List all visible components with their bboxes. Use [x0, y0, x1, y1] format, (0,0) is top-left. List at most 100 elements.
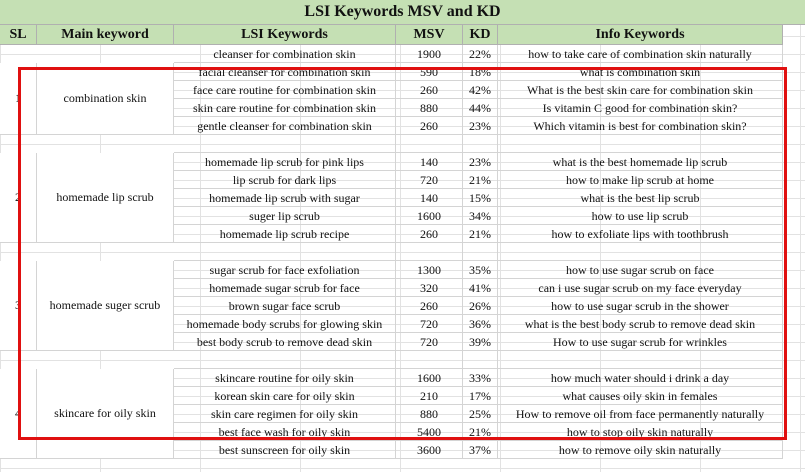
cell-info[interactable]: what causes oily skin in females [498, 387, 783, 405]
cell-info[interactable]: what is the best body scrub to remove de… [498, 315, 783, 333]
cell-info[interactable]: How to remove oil from face permanently … [498, 405, 783, 423]
cell-msv[interactable] [396, 135, 463, 153]
cell-kd[interactable] [463, 135, 498, 153]
cell-kd[interactable]: 37% [463, 441, 498, 459]
cell-info[interactable]: how to take care of combination skin nat… [498, 45, 783, 63]
cell-lsi[interactable]: homemade lip scrub for pink lips [174, 153, 396, 171]
cell-info[interactable]: How to use sugar scrub for wrinkles [498, 333, 783, 351]
cell-kd[interactable]: 36% [463, 315, 498, 333]
cell-info[interactable]: what is the best homemade lip scrub [498, 153, 783, 171]
cell-info[interactable] [498, 351, 783, 369]
header-sl[interactable]: SL [0, 25, 37, 45]
cell-lsi[interactable] [174, 243, 396, 261]
cell-lsi[interactable]: brown sugar face scrub [174, 297, 396, 315]
cell-msv[interactable]: 260 [396, 225, 463, 243]
cell-kd[interactable]: 42% [463, 81, 498, 99]
cell-kd[interactable]: 21% [463, 423, 498, 441]
cell-kd[interactable]: 17% [463, 387, 498, 405]
cell-kd[interactable]: 15% [463, 189, 498, 207]
cell-msv[interactable] [396, 351, 463, 369]
cell-info[interactable]: how to make lip scrub at home [498, 171, 783, 189]
cell-msv[interactable]: 140 [396, 189, 463, 207]
cell-info[interactable]: how to use sugar scrub on face [498, 261, 783, 279]
cell-lsi[interactable] [174, 351, 396, 369]
cell-kd[interactable]: 34% [463, 207, 498, 225]
cell-lsi[interactable]: best body scrub to remove dead skin [174, 333, 396, 351]
cell-lsi[interactable]: homemade lip scrub with sugar [174, 189, 396, 207]
cell-sl[interactable]: 2 [0, 153, 37, 243]
cell-info[interactable]: Is vitamin C good for combination skin? [498, 99, 783, 117]
cell-kd[interactable]: 26% [463, 297, 498, 315]
cell-msv[interactable]: 590 [396, 63, 463, 81]
header-lsi-keywords[interactable]: LSI Keywords [174, 25, 396, 45]
cell-lsi[interactable]: homemade lip scrub recipe [174, 225, 396, 243]
cell-kd[interactable]: 22% [463, 45, 498, 63]
cell-lsi[interactable]: skin care regimen for oily skin [174, 405, 396, 423]
cell-info[interactable]: What is the best skin care for combinati… [498, 81, 783, 99]
cell-kd[interactable]: 33% [463, 369, 498, 387]
cell-kd[interactable]: 21% [463, 171, 498, 189]
cell-msv[interactable]: 140 [396, 153, 463, 171]
header-main-keyword[interactable]: Main keyword [37, 25, 174, 45]
cell-lsi[interactable]: skin care routine for combination skin [174, 99, 396, 117]
header-msv[interactable]: MSV [396, 25, 463, 45]
cell-msv[interactable]: 880 [396, 405, 463, 423]
cell-msv[interactable]: 1600 [396, 369, 463, 387]
cell-info[interactable]: how to exfoliate lips with toothbrush [498, 225, 783, 243]
cell-sl[interactable]: 3 [0, 261, 37, 351]
cell-info[interactable]: what is the best lip scrub [498, 189, 783, 207]
cell-lsi[interactable]: homemade sugar scrub for face [174, 279, 396, 297]
cell-main-keyword[interactable]: skincare for oily skin [37, 369, 174, 459]
cell-msv[interactable]: 260 [396, 297, 463, 315]
cell-msv[interactable]: 260 [396, 81, 463, 99]
cell-msv[interactable] [396, 243, 463, 261]
cell-msv[interactable]: 720 [396, 315, 463, 333]
cell-kd[interactable]: 35% [463, 261, 498, 279]
cell-kd[interactable]: 21% [463, 225, 498, 243]
header-kd[interactable]: KD [463, 25, 498, 45]
cell-info[interactable]: what is combination skin [498, 63, 783, 81]
cell-info[interactable]: how to remove oily skin naturally [498, 441, 783, 459]
cell-sl[interactable]: 1 [0, 63, 37, 135]
cell-kd[interactable]: 39% [463, 333, 498, 351]
cell-lsi[interactable]: homemade body scrubs for glowing skin [174, 315, 396, 333]
cell-kd[interactable]: 41% [463, 279, 498, 297]
cell-lsi[interactable]: facial cleanser for combination skin [174, 63, 396, 81]
cell-kd[interactable]: 25% [463, 405, 498, 423]
cell-info[interactable]: Which vitamin is best for combination sk… [498, 117, 783, 135]
cell-msv[interactable]: 5400 [396, 423, 463, 441]
cell-lsi[interactable]: best face wash for oily skin [174, 423, 396, 441]
cell-msv[interactable]: 1600 [396, 207, 463, 225]
cell-msv[interactable]: 1300 [396, 261, 463, 279]
cell-lsi[interactable]: skincare routine for oily skin [174, 369, 396, 387]
cell-msv[interactable]: 320 [396, 279, 463, 297]
cell-info[interactable]: how to stop oily skin naturally [498, 423, 783, 441]
cell-lsi[interactable]: lip scrub for dark lips [174, 171, 396, 189]
cell-lsi[interactable]: best sunscreen for oily skin [174, 441, 396, 459]
cell-lsi[interactable]: suger lip scrub [174, 207, 396, 225]
cell-kd[interactable]: 44% [463, 99, 498, 117]
cell-main-keyword[interactable]: combination skin [37, 63, 174, 135]
cell-main-keyword[interactable]: homemade lip scrub [37, 153, 174, 243]
cell-info[interactable]: how much water should i drink a day [498, 369, 783, 387]
cell-msv[interactable]: 260 [396, 117, 463, 135]
cell-info[interactable] [498, 135, 783, 153]
cell-main-keyword[interactable]: homemade suger scrub [37, 261, 174, 351]
cell-msv[interactable]: 720 [396, 333, 463, 351]
cell-lsi[interactable]: korean skin care for oily skin [174, 387, 396, 405]
cell-msv[interactable]: 720 [396, 171, 463, 189]
cell-kd[interactable]: 23% [463, 153, 498, 171]
cell-info[interactable]: how to use sugar scrub in the shower [498, 297, 783, 315]
header-info-keywords[interactable]: Info Keywords [498, 25, 783, 45]
cell-kd[interactable]: 18% [463, 63, 498, 81]
cell-lsi[interactable] [174, 135, 396, 153]
cell-info[interactable] [498, 243, 783, 261]
cell-info[interactable]: how to use lip scrub [498, 207, 783, 225]
cell-lsi[interactable]: face care routine for combination skin [174, 81, 396, 99]
cell-kd[interactable] [463, 243, 498, 261]
cell-msv[interactable]: 880 [396, 99, 463, 117]
cell-lsi[interactable]: sugar scrub for face exfoliation [174, 261, 396, 279]
cell-msv[interactable]: 3600 [396, 441, 463, 459]
cell-lsi[interactable]: gentle cleanser for combination skin [174, 117, 396, 135]
cell-sl[interactable]: 4 [0, 369, 37, 459]
